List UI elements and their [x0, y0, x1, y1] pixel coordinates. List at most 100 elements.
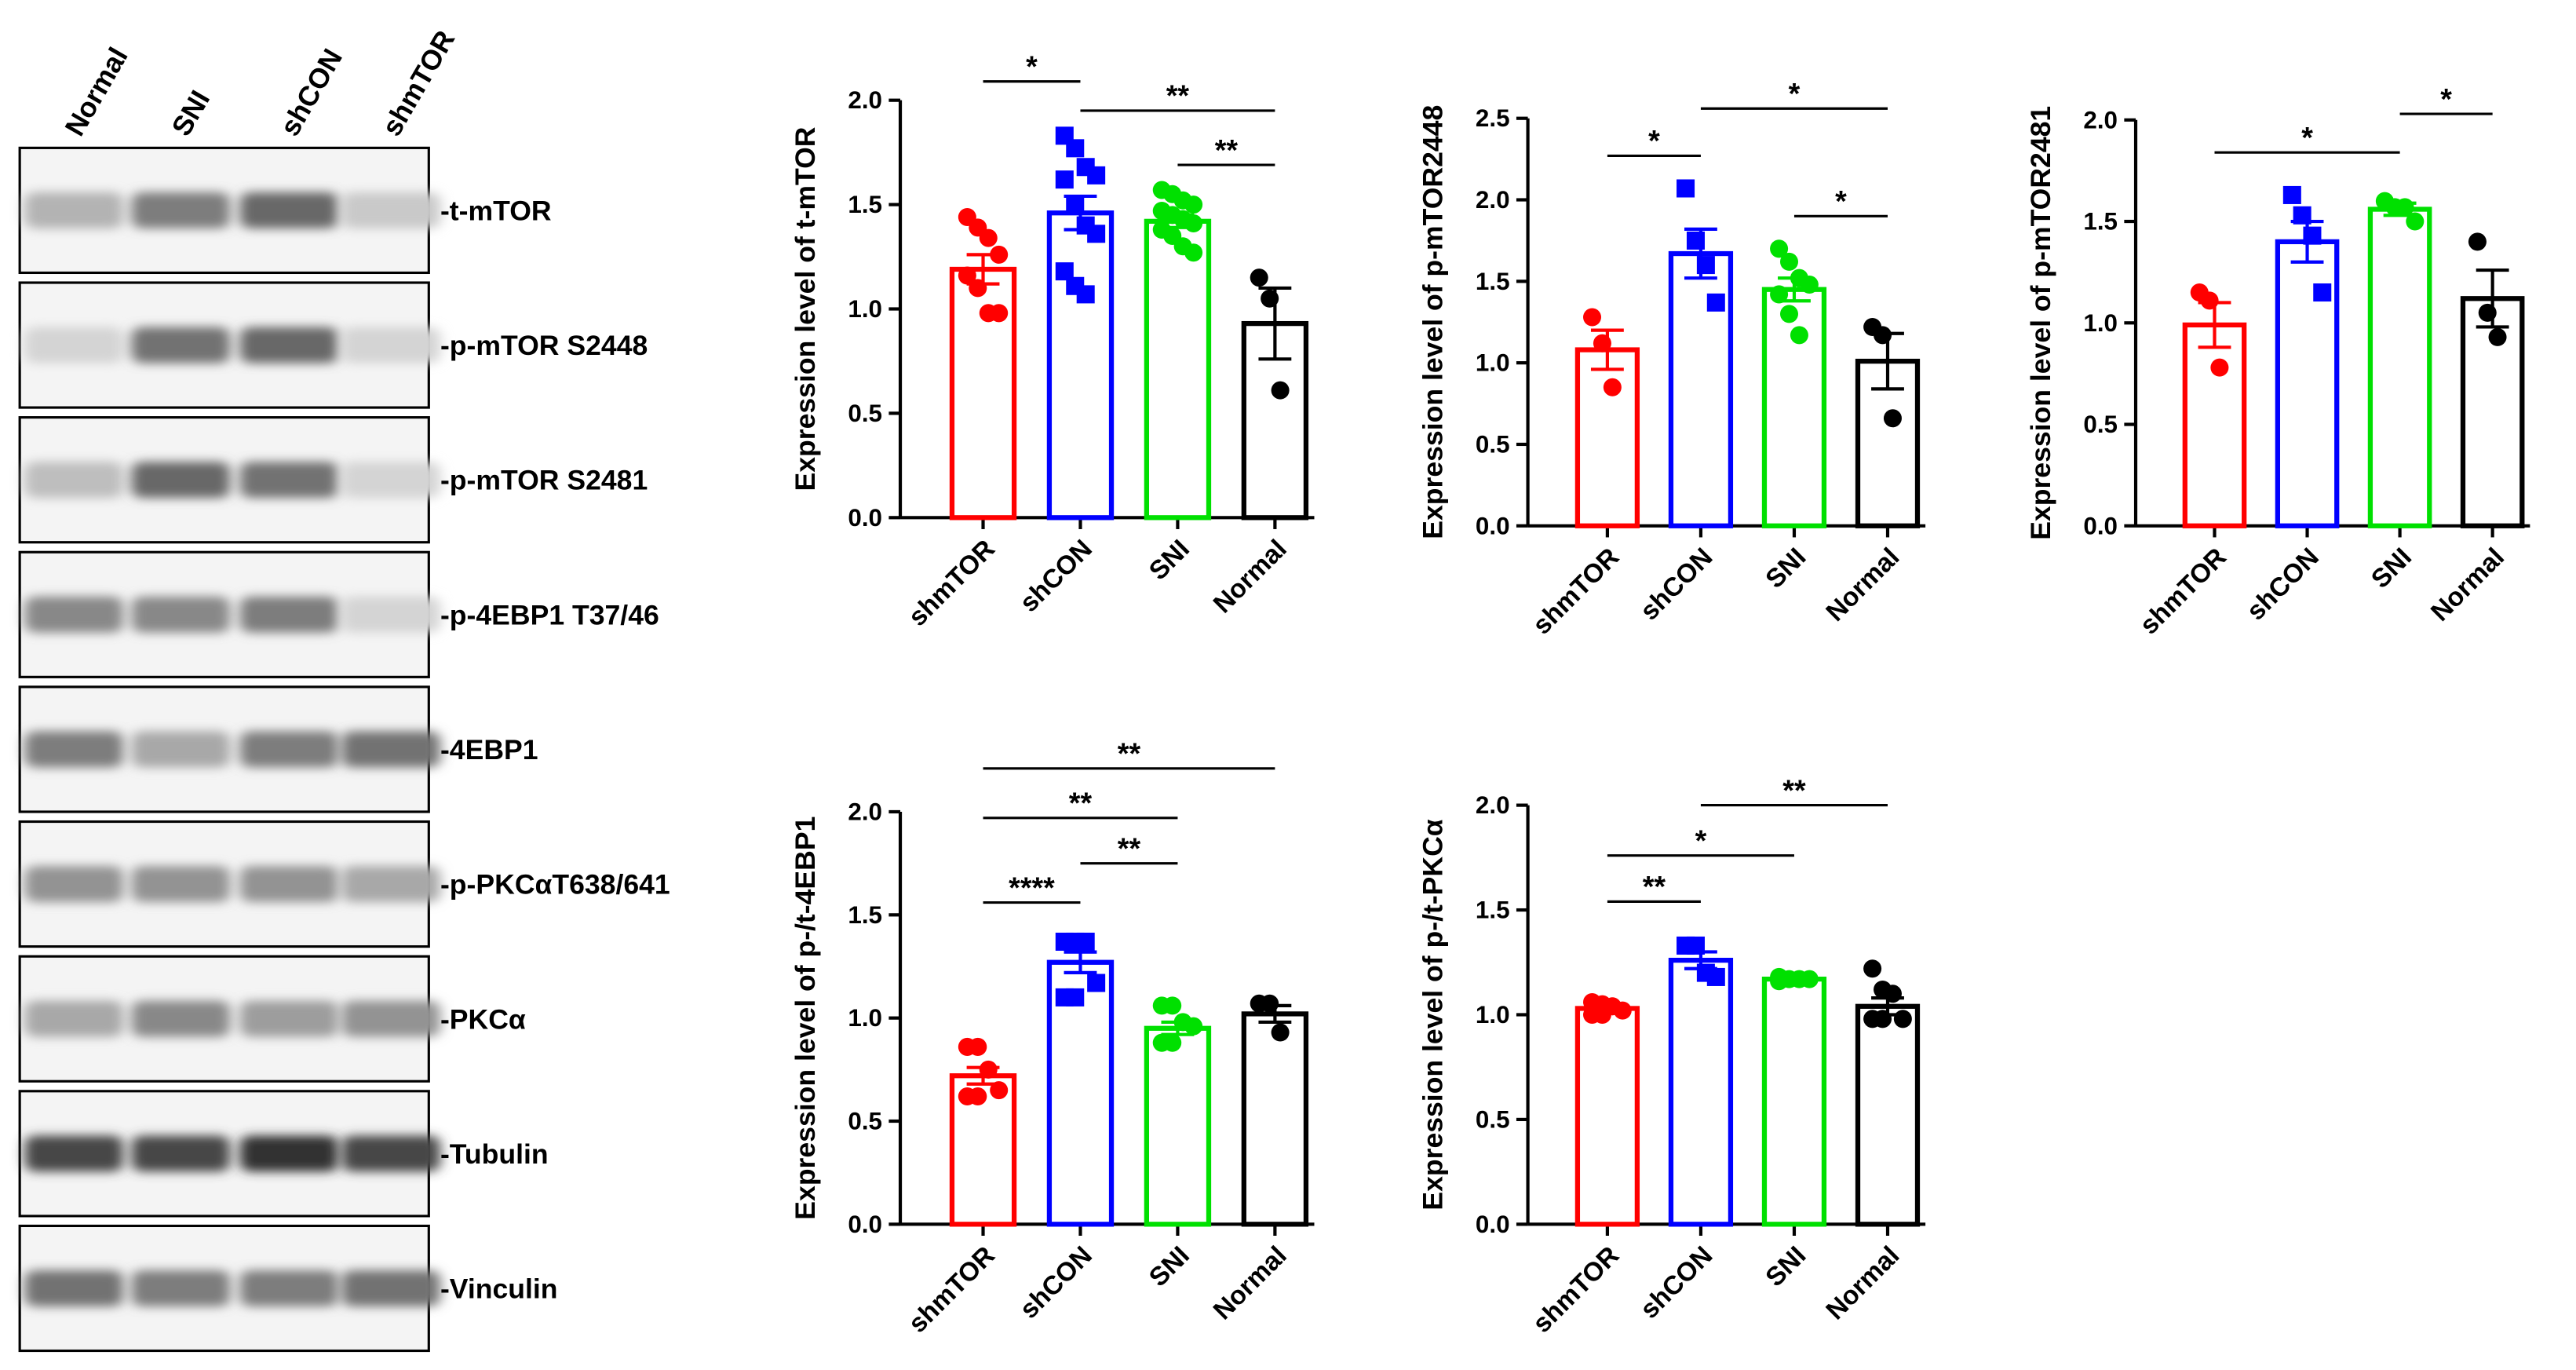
bar [1574, 347, 1640, 528]
y-tick-label: 0.0 [1476, 1211, 1510, 1238]
band [341, 327, 440, 364]
y-tick-label: 2.0 [848, 86, 882, 114]
data-point [1583, 308, 1602, 327]
band [239, 1270, 339, 1306]
charts: 0.0 0.5 1.0 1.5 2.0 Expression level of t-mTO… [790, 49, 2530, 1339]
x-tick-label: shmTOR [1527, 1241, 1625, 1339]
data-point [1184, 243, 1203, 262]
band [341, 1000, 440, 1037]
x-tick-label: Normal [1208, 535, 1293, 619]
data-point [2313, 283, 2332, 302]
bar [1668, 957, 1734, 1227]
data-point [1770, 285, 1789, 304]
band [131, 731, 231, 768]
y-tick-label: 2.5 [1476, 104, 1510, 132]
band [239, 327, 339, 364]
band [24, 192, 124, 228]
bar [1144, 1025, 1212, 1227]
data-point [969, 1087, 987, 1105]
x-tick-label: shCON [2242, 543, 2325, 626]
band [131, 192, 231, 228]
band [239, 462, 339, 499]
x-tick-label: SNI [1761, 543, 1812, 594]
data-point [1163, 1033, 1182, 1052]
y-tick-label: 0.0 [1476, 512, 1510, 539]
band [24, 1270, 124, 1306]
data-point [969, 1037, 987, 1056]
data-point [1770, 239, 1789, 258]
row-label: -PKCα [440, 1003, 526, 1035]
data-point [2468, 232, 2487, 251]
significance-label: ** [1782, 773, 1806, 806]
band [341, 1270, 440, 1306]
y-axis-label: Expression level of p-mTOR2481 [2025, 106, 2056, 540]
band [131, 462, 231, 499]
significance-label: ** [1215, 133, 1239, 166]
significance-label: ** [1118, 737, 1141, 770]
bar [2182, 322, 2247, 528]
significance-label: * [1026, 49, 1038, 82]
data-point [1863, 959, 1882, 978]
y-tick-label: 1.5 [848, 191, 882, 218]
band [239, 1135, 339, 1172]
band [341, 1135, 440, 1172]
data-point [958, 266, 976, 285]
y-tick-label: 1.5 [1476, 268, 1510, 295]
data-point [1686, 936, 1705, 955]
y-tick-label: 1.0 [2083, 309, 2118, 337]
x-tick-label: shmTOR [1527, 543, 1625, 640]
significance-label: * [2301, 121, 2313, 154]
y-axis-label: Expression level of p-/t-PKCα [1418, 819, 1449, 1210]
band [239, 1000, 339, 1037]
data-point [1087, 166, 1106, 184]
lane-label: shmTOR [376, 25, 461, 141]
data-point [1706, 967, 1725, 986]
data-point [1779, 252, 1799, 271]
data-point [1066, 988, 1085, 1006]
x-tick-label: shCON [1015, 535, 1098, 618]
band [131, 1000, 231, 1037]
band [341, 192, 440, 228]
significance-label: ** [1069, 787, 1093, 820]
y-tick-label: 1.0 [1476, 1001, 1510, 1028]
x-tick-label: shmTOR [2135, 543, 2232, 640]
data-point [1076, 932, 1095, 951]
row-label: -p-mTOR S2448 [440, 330, 648, 361]
data-point [1779, 305, 1799, 323]
band [24, 731, 124, 768]
data-point [1184, 1017, 1203, 1036]
band [341, 866, 440, 903]
x-tick-label: shmTOR [903, 1241, 1001, 1339]
band [24, 1000, 124, 1037]
y-axis-label: Expression level of p-/t-4EBP1 [790, 817, 821, 1220]
data-point [1706, 293, 1725, 312]
y-tick-label: 0.5 [848, 400, 882, 427]
band [341, 462, 440, 499]
significance-label: * [1789, 77, 1801, 110]
row-label: -t-mTOR [440, 195, 552, 226]
significance-label: ** [1166, 79, 1190, 112]
data-point [1603, 378, 1622, 396]
band [131, 327, 231, 364]
y-tick-label: 0.0 [848, 1211, 882, 1238]
significance-label: * [2440, 82, 2452, 115]
band [24, 327, 124, 364]
data-point [1087, 974, 1106, 992]
y-tick-label: 1.0 [848, 1004, 882, 1032]
y-tick-label: 2.0 [2083, 106, 2118, 133]
data-point [1184, 195, 1203, 214]
y-tick-label: 0.5 [848, 1107, 882, 1134]
data-point [2488, 327, 2507, 346]
y-tick-label: 0.0 [2083, 512, 2118, 539]
lane-label: shCON [274, 43, 348, 141]
significance-label: **** [1009, 871, 1055, 904]
data-point [1800, 275, 1819, 294]
bar [1574, 1006, 1640, 1227]
data-point [1184, 214, 1203, 233]
band [24, 462, 124, 499]
y-tick-label: 0.5 [2083, 411, 2118, 438]
data-point [990, 304, 1009, 323]
data-point [1087, 225, 1106, 243]
bar [2367, 206, 2432, 528]
